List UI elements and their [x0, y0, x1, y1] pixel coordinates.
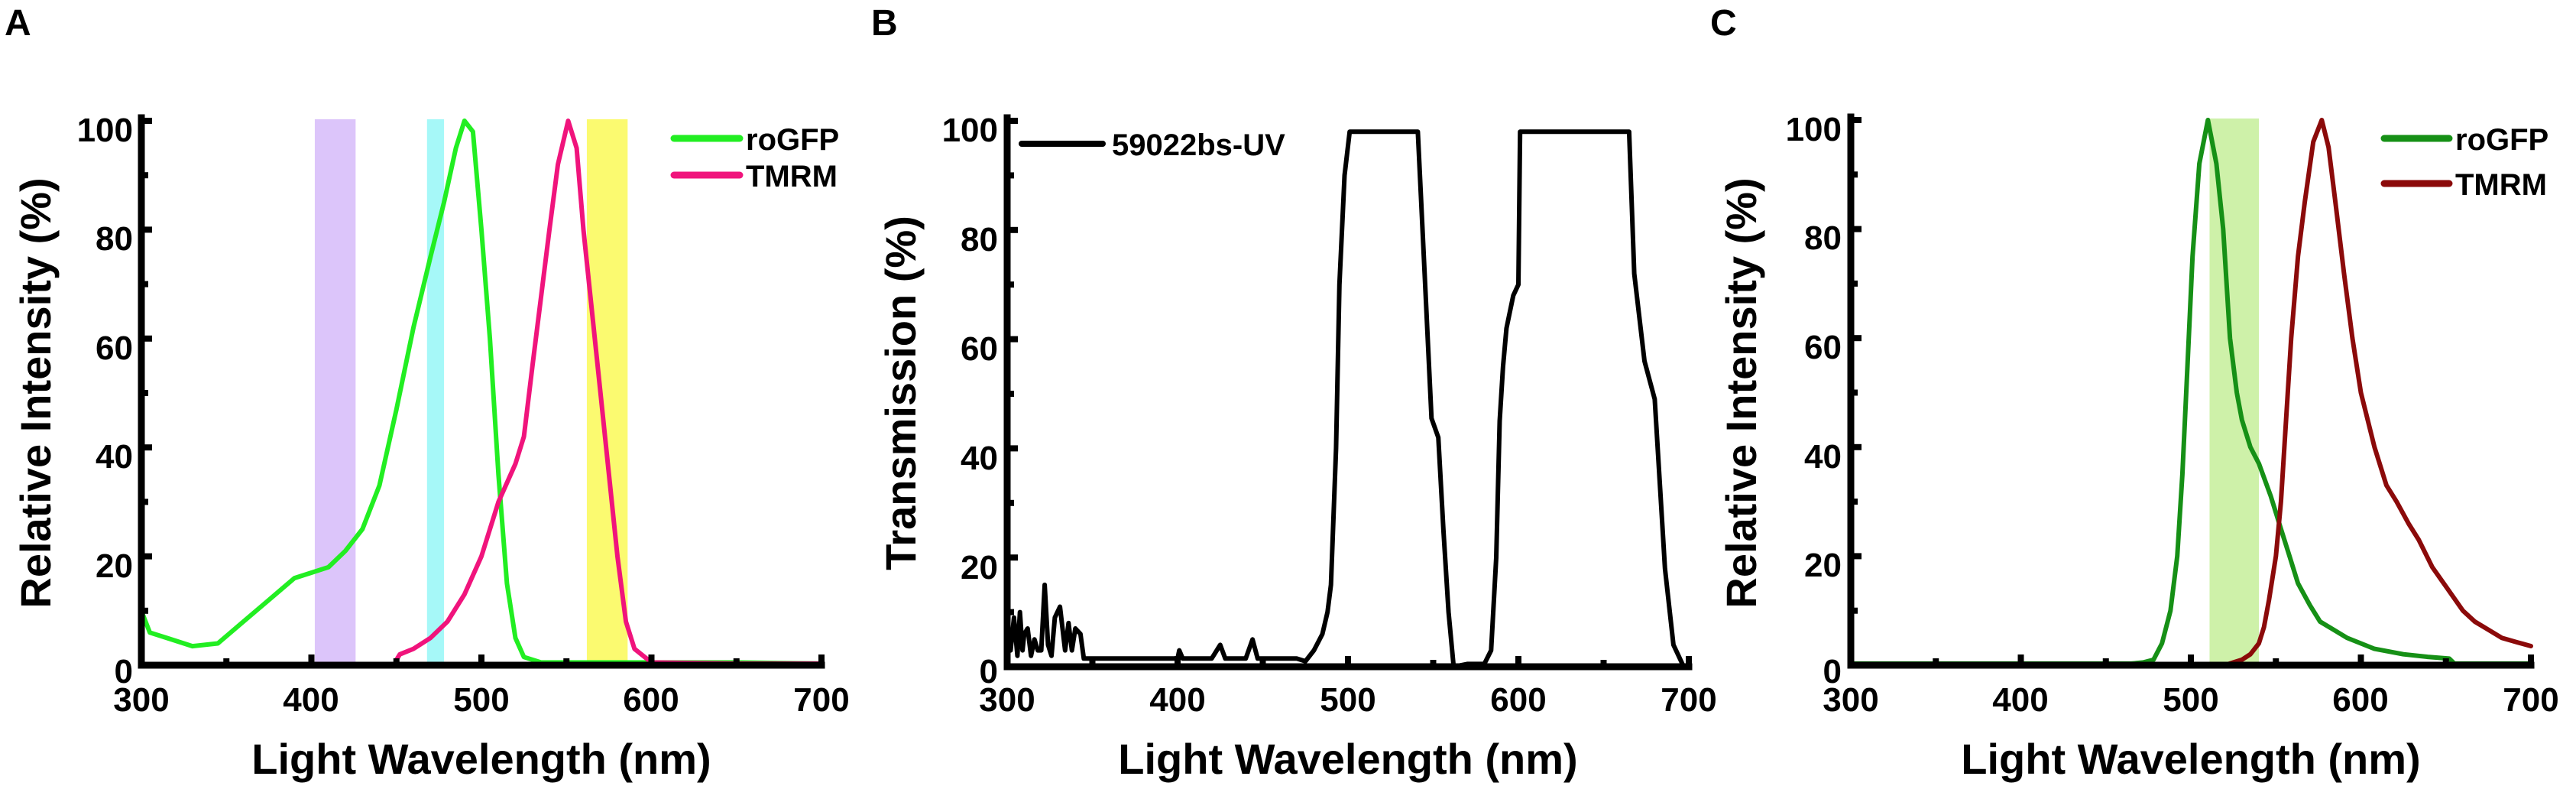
x-tick-label: 600 — [1490, 681, 1546, 719]
series-rogfp — [1849, 118, 2533, 666]
x-tick-label: 500 — [2163, 681, 2218, 719]
x-tick-label: 300 — [979, 681, 1035, 719]
y-axis-title: Transmission (%) — [876, 216, 925, 570]
x-tick-label: 500 — [453, 681, 509, 719]
x-tick-label: 700 — [1661, 681, 1716, 719]
y-tick-label: 60 — [96, 330, 133, 367]
y-tick-label: 100 — [77, 112, 133, 149]
legend: 59022bs-UV — [1019, 128, 1285, 162]
y-tick-label: 40 — [1804, 438, 1842, 476]
panel-a: A 100 80 60 40 20 0 300 400 500 600 700 … — [5, 3, 850, 783]
y-tick-label: 0 — [1823, 653, 1842, 690]
legend-label-tmrm: TMRM — [2455, 168, 2547, 202]
legend-label-rogfp: roGFP — [746, 123, 839, 157]
panel-letter-a: A — [5, 3, 31, 44]
x-tick-label: 500 — [1320, 681, 1375, 719]
x-tick-label: 600 — [2332, 681, 2388, 719]
y-axis-title: Relative Intensity (%) — [1717, 177, 1765, 608]
axes — [138, 114, 825, 669]
x-axis-title: Light Wavelength (nm) — [251, 735, 711, 783]
excitation-bands — [314, 119, 628, 665]
x-tick-label: 400 — [1149, 681, 1205, 719]
panel-c: C 100 80 60 40 20 0 300 400 500 600 700 … — [1710, 3, 2559, 783]
x-tick-label: 700 — [793, 681, 849, 719]
x-axis-title: Light Wavelength (nm) — [1961, 735, 2420, 783]
y-tick-label: 100 — [942, 112, 998, 149]
series-tmrm — [1849, 118, 2533, 667]
emission-band — [2209, 119, 2259, 665]
y-tick-label: 0 — [115, 653, 133, 690]
spectra-curves — [139, 119, 824, 667]
panel-b: B 100 80 60 40 20 0 300 400 500 600 700 … — [871, 3, 1717, 783]
axes — [1847, 113, 2535, 669]
y-tick-label: 0 — [980, 653, 998, 690]
legend-label-59022bs-uv: 59022bs-UV — [1112, 128, 1285, 162]
y-tick-label: 20 — [96, 547, 133, 585]
x-tick-label: 300 — [1823, 681, 1878, 719]
y-tick-label: 60 — [1804, 329, 1842, 366]
y-tick-label: 20 — [1804, 547, 1842, 584]
x-tick-label: 700 — [2503, 681, 2558, 719]
axis-lines — [138, 114, 825, 669]
axis-lines — [1003, 114, 1693, 671]
highlight-band — [426, 119, 445, 665]
x-tick-label: 600 — [623, 681, 679, 719]
x-tick-label: 400 — [1992, 681, 2048, 719]
legend-label-rogfp: roGFP — [2455, 123, 2548, 157]
x-axis-title: Light Wavelength (nm) — [1118, 735, 1577, 783]
panel-letter-c: C — [1710, 3, 1737, 44]
axes — [1003, 114, 1693, 671]
series-rogfp — [139, 119, 824, 666]
highlight-band — [2209, 119, 2259, 665]
x-tick-label: 400 — [283, 681, 339, 719]
series-59022bs-uv — [1005, 129, 1691, 669]
y-tick-label: 20 — [961, 549, 998, 586]
axis-lines — [1847, 113, 2535, 669]
y-tick-label: 100 — [1786, 111, 1842, 148]
y-tick-label: 80 — [96, 220, 133, 258]
y-tick-label: 80 — [961, 221, 998, 258]
y-tick-label: 40 — [96, 438, 133, 476]
y-tick-label: 80 — [1804, 219, 1842, 257]
x-tick-label: 300 — [113, 681, 169, 719]
legend: roGFP TMRM — [2380, 123, 2548, 202]
transmission-curve — [1005, 129, 1691, 669]
legend-label-tmrm: TMRM — [746, 160, 838, 193]
legend: roGFP TMRM — [670, 123, 839, 193]
y-axis-title: Relative Intensity (%) — [11, 177, 60, 608]
series-tmrm — [139, 119, 824, 667]
spectra-curves — [1849, 118, 2533, 667]
y-tick-label: 60 — [961, 330, 998, 368]
y-tick-label: 40 — [961, 440, 998, 477]
panel-letter-b: B — [871, 3, 898, 44]
highlight-band — [314, 119, 356, 665]
